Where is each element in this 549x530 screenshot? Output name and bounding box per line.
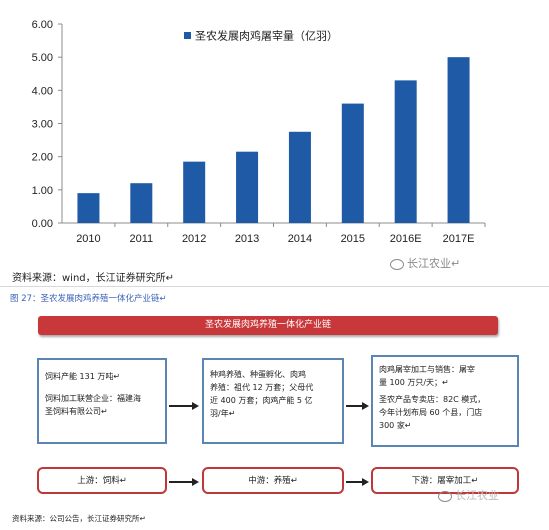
y-tick-label: 0.00 <box>32 218 53 230</box>
y-tick-label: 1.00 <box>32 185 53 197</box>
wechat-logo-icon <box>390 258 404 270</box>
downstream-line-1: 肉鸡屠宰加工与销售：屠宰 <box>379 365 475 374</box>
stage-midstream: 中游：养殖↵ <box>202 467 344 494</box>
y-tick-label: 6.00 <box>32 19 53 31</box>
watermark-bottom: 长江农业 <box>438 487 499 503</box>
bar <box>77 193 100 223</box>
bar <box>183 161 206 223</box>
x-tick-label: 2010 <box>76 233 100 245</box>
watermark-top-text: 长江农业↵ <box>407 257 461 270</box>
arrow-stage-2-to-3 <box>346 478 369 486</box>
bar <box>447 57 470 223</box>
legend-label: 圣农发展肉鸡屠宰量（亿羽） <box>195 29 338 43</box>
bar <box>341 103 364 223</box>
diagram-title: 圣农发展肉鸡养殖一体化产业链 <box>38 316 498 335</box>
chart-source: 资料来源：wind，长江证券研究所↵ <box>12 273 175 284</box>
bar-chart: 0.00 1.00 2.00 3.00 4.00 5.00 6.00 2010 2011 2012… <box>0 0 549 262</box>
midstream-detail-box: 种鸡养殖、种蛋孵化、肉鸡 养殖：祖代 12 万套；父母代 近 400 万套；肉鸡… <box>202 358 344 444</box>
x-tick-label: 2014 <box>288 233 312 245</box>
x-tick-label: 2011 <box>129 233 153 245</box>
upstream-line-2: 饲料加工联营企业：福建海 <box>45 394 141 403</box>
x-tick-label: 2013 <box>235 233 259 245</box>
figure-caption: 图 27：圣农发展肉鸡养殖一体化产业链↵ <box>10 294 167 304</box>
y-tick-label: 3.00 <box>32 119 53 131</box>
downstream-detail-box: 肉鸡屠宰加工与销售：屠宰 量 100 万只/天；↵ 圣农产品专卖店：82C 模式… <box>371 355 519 447</box>
y-tick-label: 2.00 <box>32 152 53 164</box>
arrow-midstream-to-downstream <box>346 402 369 410</box>
upstream-line-1: 饲料产能 131 万吨↵ <box>45 372 121 381</box>
bar <box>130 183 153 223</box>
diagram-source: 资料来源：公司公告，长江证券研究所↵ <box>12 514 146 523</box>
midstream-line-2: 养殖：祖代 12 万套；父母代 <box>210 383 314 392</box>
watermark-top: 长江农业↵ <box>390 255 460 271</box>
arrow-upstream-to-midstream <box>169 402 199 410</box>
bar <box>236 151 259 223</box>
upstream-line-3: 圣饲料有限公司↵ <box>45 407 108 416</box>
chart-svg: 0.00 1.00 2.00 3.00 4.00 5.00 6.00 2010 2011 2012… <box>32 19 486 245</box>
x-tick-label: 2017E <box>443 233 475 245</box>
upstream-detail-box: 饲料产能 131 万吨↵ 饲料加工联营企业：福建海 圣饲料有限公司↵ <box>37 358 167 444</box>
midstream-line-3: 近 400 万套；肉鸡产能 5 亿 <box>210 396 313 405</box>
section-divider <box>0 286 549 287</box>
downstream-line-3: 圣农产品专卖店：82C 模式， <box>379 395 486 404</box>
arrow-stage-1-to-2 <box>169 478 199 486</box>
x-tick-label: 2015 <box>341 233 365 245</box>
downstream-line-4: 今年计划布局 60 个县，门店 <box>379 408 483 417</box>
legend-swatch <box>184 32 191 39</box>
downstream-line-5: 300 家↵ <box>379 421 412 430</box>
x-tick-label: 2012 <box>182 233 206 245</box>
x-tick-label: 2016E <box>390 233 422 245</box>
stage-upstream: 上游：饲料↵ <box>37 467 167 494</box>
y-tick-label: 4.00 <box>32 85 53 97</box>
y-tick-label: 5.00 <box>32 52 53 64</box>
midstream-line-4: 羽/年↵ <box>210 409 236 418</box>
wechat-logo-bottom-icon <box>438 490 452 502</box>
downstream-line-2: 量 100 万只/天；↵ <box>379 378 449 387</box>
bar <box>394 80 417 223</box>
midstream-line-1: 种鸡养殖、种蛋孵化、肉鸡 <box>210 370 306 379</box>
bar <box>288 131 311 223</box>
watermark-bottom-text: 长江农业 <box>455 489 499 502</box>
